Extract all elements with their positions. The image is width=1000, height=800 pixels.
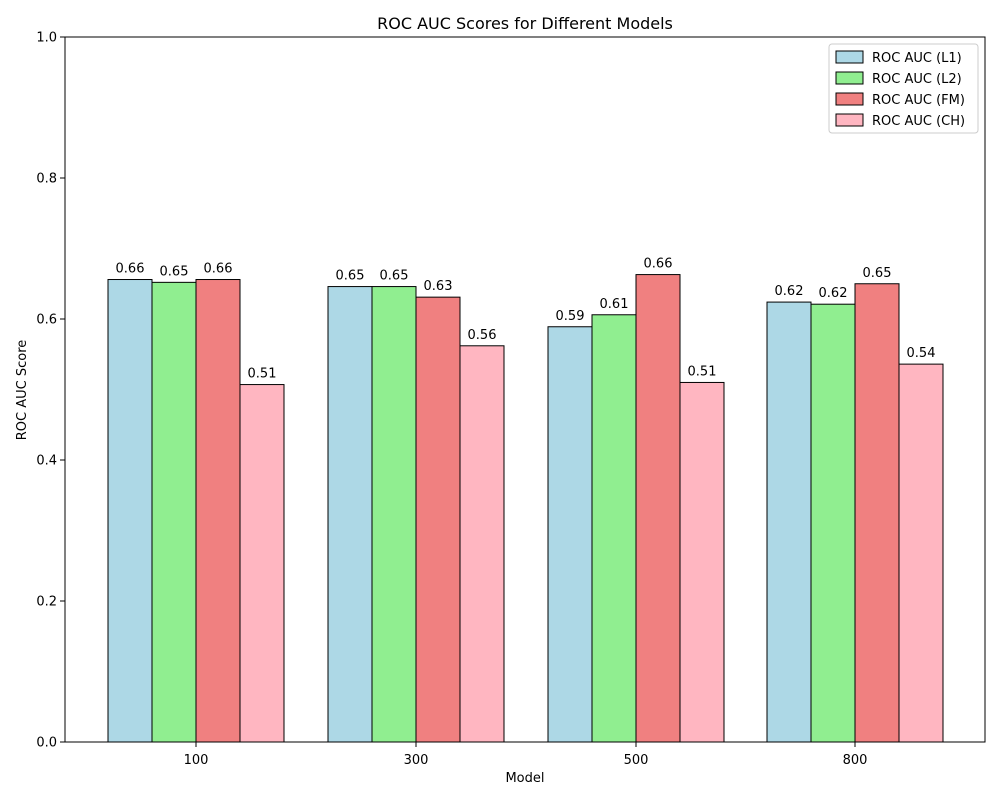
bar-roc-auc-l2-800 xyxy=(810,303,856,743)
bar-roc-auc-ch-800 xyxy=(898,363,944,743)
x-tick-label: 800 xyxy=(843,753,868,768)
plot-frame xyxy=(64,36,986,743)
legend-swatch xyxy=(835,71,864,85)
legend-label: ROC AUC (L2) xyxy=(872,72,962,87)
data-label: 0.65 xyxy=(160,264,189,279)
data-label: 0.51 xyxy=(688,364,717,379)
legend-swatch xyxy=(835,113,864,127)
legend-label: ROC AUC (CH) xyxy=(872,114,965,129)
bar-roc-auc-fm-500 xyxy=(635,274,681,743)
y-tick-label: 0.4 xyxy=(36,454,57,469)
bar-roc-auc-l1-300 xyxy=(327,286,373,743)
axes-layer: 0.0 0.2 0.4 0.6 0.8 1.0 100 300 500 800 xyxy=(36,31,986,768)
bars-layer xyxy=(107,274,944,743)
bar-roc-auc-l1-800 xyxy=(766,301,812,743)
legend-label: ROC AUC (FM) xyxy=(872,93,965,108)
y-tick-label: 0.2 xyxy=(36,595,57,610)
data-label: 0.59 xyxy=(556,309,585,324)
bar-roc-auc-ch-300 xyxy=(459,345,505,743)
chart-title: ROC AUC Scores for Different Models xyxy=(377,14,673,33)
data-label: 0.62 xyxy=(775,284,804,299)
bar-roc-auc-l2-300 xyxy=(371,286,417,743)
bar-roc-auc-ch-100 xyxy=(239,384,285,743)
bar-roc-auc-l2-500 xyxy=(591,314,637,743)
data-label: 0.63 xyxy=(424,279,453,294)
data-label: 0.66 xyxy=(116,262,145,277)
bar-roc-auc-fm-100 xyxy=(195,279,241,743)
bar-roc-auc-l2-100 xyxy=(151,281,197,743)
legend-box xyxy=(828,43,979,134)
y-tick-label: 0.6 xyxy=(36,313,57,328)
data-label: 0.66 xyxy=(644,257,673,272)
y-tick-label: 1.0 xyxy=(36,31,57,46)
bar-roc-auc-fm-800 xyxy=(854,283,900,743)
legend-label: ROC AUC (L1) xyxy=(872,51,962,66)
data-label: 0.56 xyxy=(468,328,497,343)
data-label: 0.65 xyxy=(336,269,365,284)
data-label: 0.51 xyxy=(248,367,277,382)
data-label: 0.54 xyxy=(907,346,936,361)
bar-roc-auc-l1-100 xyxy=(107,279,153,743)
x-tick-label: 300 xyxy=(404,753,429,768)
legend-swatch xyxy=(835,50,864,64)
x-tick-label: 500 xyxy=(624,753,649,768)
y-tick-label: 0.8 xyxy=(36,172,57,187)
bar-roc-auc-fm-300 xyxy=(415,296,461,743)
data-label: 0.65 xyxy=(863,266,892,281)
data-label: 0.62 xyxy=(819,286,848,301)
y-axis-label: ROC AUC Score xyxy=(15,340,30,441)
x-tick-label: 100 xyxy=(184,753,209,768)
y-tick-label: 0.0 xyxy=(36,736,57,751)
bar-roc-auc-ch-500 xyxy=(679,381,725,743)
legend-swatch xyxy=(835,92,864,106)
data-label: 0.61 xyxy=(600,297,629,312)
x-axis-label: Model xyxy=(505,771,544,786)
data-label: 0.66 xyxy=(204,262,233,277)
bar-roc-auc-l1-500 xyxy=(547,326,593,743)
data-labels-layer: 0.66 0.65 0.59 0.62 0.65 0.65 0.61 0.62 0.66 0.63… xyxy=(116,257,936,382)
data-label: 0.65 xyxy=(380,269,409,284)
legend: ROC AUC (L1) ROC AUC (L2) ROC AUC (FM) ROC … xyxy=(828,43,979,134)
